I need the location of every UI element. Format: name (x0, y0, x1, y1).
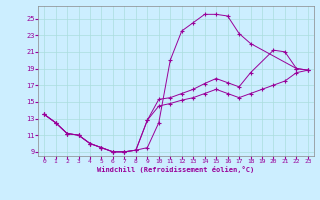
X-axis label: Windchill (Refroidissement éolien,°C): Windchill (Refroidissement éolien,°C) (97, 166, 255, 173)
